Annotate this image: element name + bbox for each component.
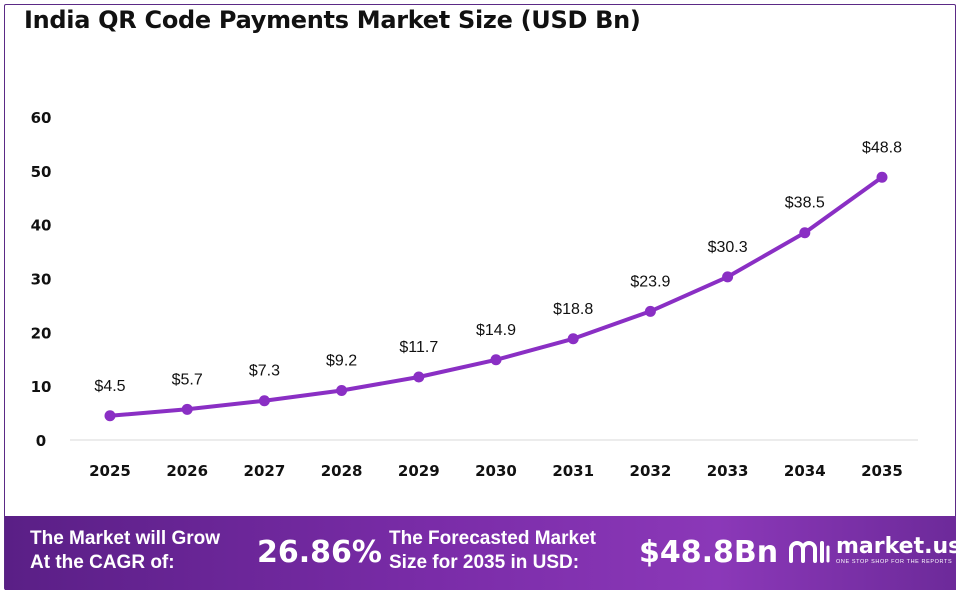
- x-tick-label: 2027: [244, 462, 286, 480]
- x-tick-label: 2033: [707, 462, 749, 480]
- y-tick-label: 50: [31, 163, 52, 181]
- data-label: $11.7: [399, 339, 438, 356]
- data-label: $38.5: [785, 195, 825, 212]
- x-tick-label: 2030: [475, 462, 517, 480]
- data-point: [104, 410, 116, 422]
- y-tick-label: 30: [31, 271, 52, 289]
- data-point: [181, 403, 193, 415]
- market-us-logo-icon: [789, 541, 830, 563]
- x-tick-label: 2031: [552, 462, 594, 480]
- x-tick-label: 2026: [166, 462, 208, 480]
- brand-name: market.us: [836, 534, 962, 559]
- x-tick-label: 2028: [321, 462, 363, 480]
- data-label: $7.3: [249, 363, 280, 380]
- x-tick-label: 2032: [630, 462, 672, 480]
- data-point: [799, 227, 811, 239]
- brand-tagline: ONE STOP SHOP FOR THE REPORTS: [836, 559, 953, 565]
- forecast-label-line2: Size for 2035 in USD:: [389, 552, 580, 573]
- data-point: [336, 384, 348, 396]
- data-point: [876, 171, 888, 183]
- data-point: [644, 305, 656, 317]
- data-label: $14.9: [476, 322, 516, 339]
- summary-banner: The Market will Grow At the CAGR of: 26.…: [5, 516, 961, 590]
- data-labels: $4.5 $5.7 $7.3 $9.2 $11.7 $14.9 $18.8 $23.9 $30.…: [94, 139, 902, 394]
- forecast-label-line1: The Forecasted Market: [389, 528, 596, 549]
- y-tick-label: 20: [31, 324, 52, 342]
- chart-title: India QR Code Payments Market Size (USD …: [24, 6, 641, 34]
- data-label: $23.9: [630, 273, 670, 290]
- cagr-label-line1: The Market will Grow: [30, 528, 221, 549]
- series-path: [108, 175, 884, 418]
- forecast-value: $48.8Bn: [639, 535, 779, 570]
- data-point: [490, 354, 502, 366]
- data-point: [258, 395, 270, 407]
- data-point: [722, 271, 734, 283]
- cagr-label-line2: At the CAGR of:: [30, 552, 175, 573]
- chart-frame: [4, 4, 956, 590]
- data-point: [567, 333, 579, 345]
- y-tick-label: 0: [36, 432, 46, 450]
- data-label: $30.3: [708, 239, 748, 256]
- x-tick-label: 2035: [861, 462, 903, 480]
- series-line: [104, 171, 888, 422]
- data-label: $48.8: [862, 139, 902, 156]
- cagr-label: The Market will Grow At the CAGR of:: [30, 527, 220, 575]
- y-tick-label: 10: [31, 378, 52, 396]
- data-label: $5.7: [172, 371, 203, 388]
- forecast-label: The Forecasted Market Size for 2035 in U…: [389, 527, 596, 575]
- y-tick-label: 40: [31, 217, 52, 235]
- cagr-value: 26.86%: [257, 535, 382, 570]
- x-tick-label: 2029: [398, 462, 440, 480]
- data-label: $4.5: [94, 378, 125, 395]
- x-tick-label: 2034: [784, 462, 826, 480]
- y-tick-label: 60: [31, 109, 52, 127]
- x-tick-label: 2025: [89, 462, 131, 480]
- data-point: [413, 371, 425, 383]
- data-label: $18.8: [553, 301, 593, 318]
- x-axis: 2025 2026 2027 2028 2029 2030 2031 2032 2033 2034…: [70, 439, 918, 480]
- y-axis: 0 10 20 30 40 50 60: [31, 109, 52, 450]
- brand-logo: market.us ONE STOP SHOP FOR THE REPORTS: [788, 536, 961, 566]
- data-label: $9.2: [326, 352, 357, 369]
